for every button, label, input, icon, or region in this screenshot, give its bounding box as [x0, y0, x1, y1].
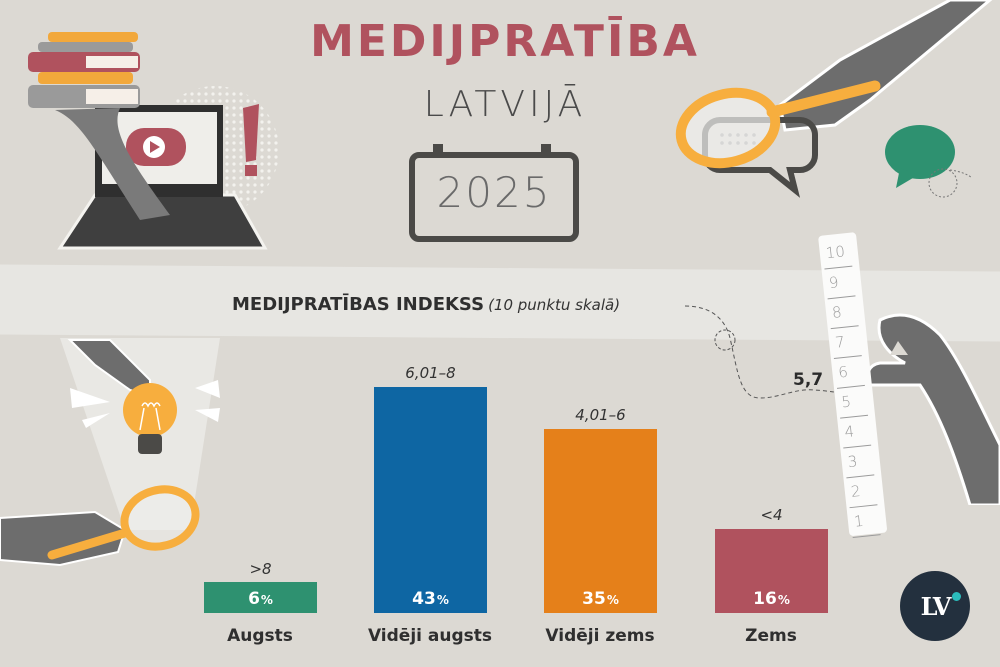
index-scale-note: (10 punktu skalā)	[488, 296, 621, 314]
logo-dot-icon	[952, 592, 961, 601]
ruler-tick-2: 2	[846, 475, 878, 509]
ruler-tick-9: 9	[824, 266, 856, 300]
ruler-tick-8: 8	[827, 296, 859, 330]
bar-augsts: 6%	[204, 582, 317, 613]
ruler-tick-1: 1	[849, 505, 881, 539]
bar-range-zems: <4	[760, 506, 783, 524]
bar-videji-zems: 35%	[544, 429, 657, 613]
bar-range-augsts: >8	[249, 560, 272, 578]
lightbulb-magnifier-illustration	[0, 338, 220, 567]
bar-value-videji-zems: 35%	[582, 589, 619, 609]
bar-value-zems: 16%	[753, 589, 790, 609]
page-title: MEDIJPRATĪBA	[310, 16, 700, 67]
index-heading-title: MEDIJPRATĪBAS INDEKSS	[232, 294, 485, 315]
magnifier-hand-illustration	[675, 0, 993, 198]
dashed-connector	[684, 305, 849, 399]
logo-text: LV	[920, 591, 952, 621]
bar-zems: 16%	[715, 529, 828, 613]
hand-ruler-illustration	[866, 313, 1000, 505]
average-score: 5,7	[793, 370, 824, 390]
bar-range-videji-zems: 4,01–6	[575, 406, 626, 424]
category-label-videji-augsts: Vidēji augsts	[367, 626, 493, 646]
page-subtitle: LATVIJĀ	[423, 84, 587, 125]
category-label-augsts: Augsts	[227, 626, 293, 646]
category-label-zems: Zems	[745, 626, 797, 646]
bar-value-videji-augsts: 43%	[412, 589, 449, 609]
category-label-videji-zems: Vidēji zems	[545, 626, 655, 646]
calendar-year: 2025	[436, 168, 552, 217]
bar-value-augsts: 6%	[248, 589, 273, 609]
lv-logo: LV	[900, 571, 970, 641]
ruler-tick-4: 4	[840, 415, 872, 449]
calendar-ring-left	[433, 144, 443, 156]
books-laptop-illustration	[28, 32, 279, 250]
ruler-tick-3: 3	[843, 445, 875, 479]
ruler-tick-10: 10	[821, 236, 853, 270]
ruler-tick-6: 6	[833, 356, 865, 389]
calendar-ring-right	[541, 144, 551, 156]
ruler-tick-5: 5	[837, 385, 869, 419]
index-heading: MEDIJPRATĪBAS INDEKSS (10 punktu skalā)	[232, 294, 620, 315]
bar-range-videji-augsts: 6,01–8	[405, 364, 456, 382]
ruler-tick-7: 7	[830, 326, 862, 360]
bar-videji-augsts: 43%	[374, 387, 487, 613]
calendar-icon	[409, 152, 579, 242]
